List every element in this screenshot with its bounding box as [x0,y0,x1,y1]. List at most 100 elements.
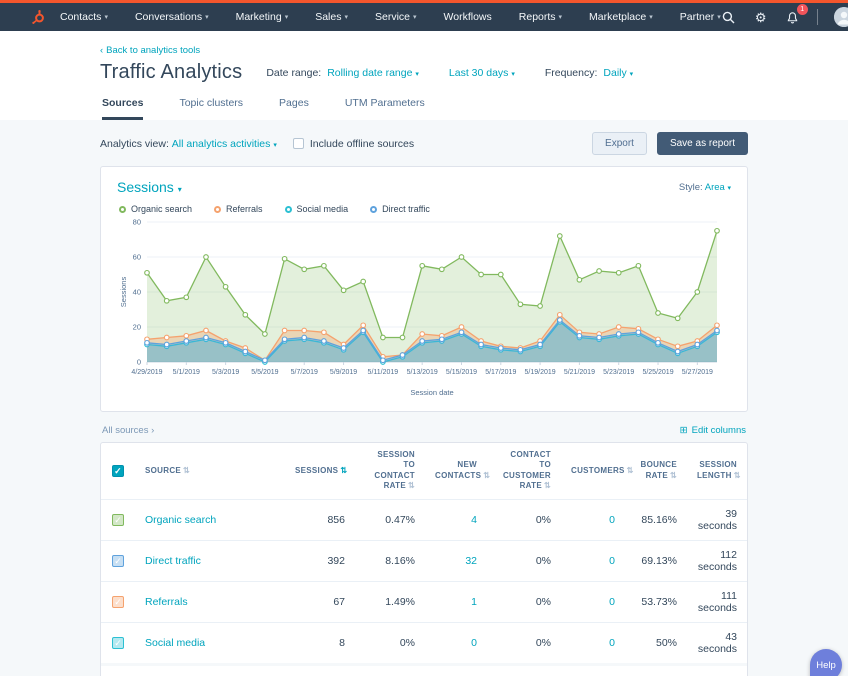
export-button[interactable]: Export [592,132,647,155]
settings-gear-icon[interactable]: ⚙ [753,9,769,25]
back-to-analytics-link[interactable]: ‹Back to analytics tools [100,45,200,56]
analytics-view-dropdown[interactable]: All analytics activities ▾ [172,138,277,150]
cell-new_contacts[interactable]: 0 [425,622,487,664]
column-header-source[interactable]: SOURCE⇅ [135,443,285,499]
frequency-dropdown[interactable]: Daily ▾ [603,67,633,79]
row-checkbox[interactable]: ✓ [112,637,124,649]
legend-item-referrals[interactable]: Referrals [214,204,263,214]
table-header-row: ✓ SOURCE⇅SESSIONS⇅SESSION TO CONTACT RATE… [101,443,747,499]
date-range-dropdown[interactable]: Rolling date range ▾ [327,67,419,79]
source-link[interactable]: Social media [145,637,205,649]
tab-utm-parameters[interactable]: UTM Parameters [345,97,425,120]
top-navigation: Contacts▾ Conversations▾ Marketing▾ Sales▾ S… [0,3,848,31]
source-link[interactable]: Organic search [145,514,216,526]
sort-icon[interactable]: ⇅ [627,466,634,475]
total-customers: 0 [561,664,625,676]
chart-metric-dropdown[interactable]: Sessions ▾ [117,179,182,195]
legend-item-direct-traffic[interactable]: Direct traffic [370,204,430,214]
nav-item-marketing[interactable]: Marketing▾ [236,11,289,23]
table-row-organic-search: ✓Organic search8560.47%40%085.16%39 seco… [101,499,747,540]
legend-item-organic-search[interactable]: Organic search [119,204,192,214]
sources-table: ✓ SOURCE⇅SESSIONS⇅SESSION TO CONTACT RATE… [101,443,747,676]
column-header-bounce-rate[interactable]: BOUNCE RATE⇅ [625,443,687,499]
all-sources-breadcrumb[interactable]: All sources › [102,425,154,436]
tab-topic-clusters[interactable]: Topic clusters [179,97,243,120]
nav-item-conversations[interactable]: Conversations▾ [135,11,209,23]
chart-legend: Organic search Referrals Social media Direc… [119,204,731,214]
sessions-chart-card: Sessions ▾ Style: Area ▾ Organic searchR… [100,166,748,412]
chart-style-dropdown[interactable]: Area ▾ [705,182,731,193]
svg-text:5/23/2019: 5/23/2019 [603,369,634,376]
svg-text:5/27/2019: 5/27/2019 [682,369,713,376]
cell-customers[interactable]: 0 [561,581,625,622]
column-header-customers[interactable]: CUSTOMERS⇅ [561,443,625,499]
tab-sources[interactable]: Sources [102,97,143,120]
nav-item-service[interactable]: Service▾ [375,11,417,23]
row-checkbox[interactable]: ✓ [112,555,124,567]
row-checkbox[interactable]: ✓ [112,596,124,608]
legend-dot-icon [119,206,126,213]
sort-icon[interactable]: ⇅ [734,471,741,480]
svg-text:60: 60 [133,253,141,262]
nav-item-workflows[interactable]: Workflows [444,11,492,23]
chevron-down-icon: ▾ [273,142,277,149]
cell-customers[interactable]: 0 [561,499,625,540]
table-total-row: Total1,3232.8%370%078.61%65 seconds [101,664,747,676]
cell-new_contacts[interactable]: 32 [425,540,487,581]
sort-icon[interactable]: ⇅ [340,466,347,475]
column-header-new-contacts[interactable]: NEW CONTACTS⇅ [425,443,487,499]
svg-text:5/19/2019: 5/19/2019 [525,369,556,376]
cell-session_length: 43 seconds [687,622,747,664]
svg-text:0: 0 [137,358,141,367]
row-checkbox[interactable]: ✓ [112,514,124,526]
tab-pages[interactable]: Pages [279,97,309,120]
sort-icon[interactable]: ⇅ [183,466,190,475]
table-row-social-media: ✓Social media80%00%050%43 seconds [101,622,747,664]
sort-icon[interactable]: ⇅ [670,471,677,480]
analytics-view-label: Analytics view: [100,138,169,150]
column-header-contact-to-customer-rate[interactable]: CONTACT TO CUSTOMER RATE⇅ [487,443,561,499]
nav-item-partner[interactable]: Partner▾ [680,11,721,23]
last-30-days-dropdown[interactable]: Last 30 days ▾ [449,67,515,79]
column-header-session-to-contact-rate[interactable]: SESSION TO CONTACT RATE⇅ [355,443,425,499]
select-all-checkbox[interactable]: ✓ [112,465,124,477]
cell-sessions: 8 [285,622,355,664]
legend-item-social-media[interactable]: Social media [285,204,349,214]
chevron-down-icon: ▾ [511,71,515,78]
save-as-report-button[interactable]: Save as report [657,132,748,155]
chevron-down-icon: ▾ [285,13,289,21]
search-icon[interactable] [721,9,737,25]
cell-customers[interactable]: 0 [561,622,625,664]
chevron-down-icon: ▾ [630,71,634,78]
include-offline-sources-checkbox[interactable] [293,138,304,149]
source-link[interactable]: Referrals [145,596,188,608]
sort-icon[interactable]: ⇅ [544,481,551,490]
source-link[interactable]: Direct traffic [145,555,201,567]
include-offline-sources-label: Include offline sources [310,138,414,150]
cell-new_contacts[interactable]: 1 [425,581,487,622]
svg-text:5/7/2019: 5/7/2019 [291,369,318,376]
total-session_to_contact_rate: 2.8% [355,664,425,676]
nav-menu: Contacts▾ Conversations▾ Marketing▾ Sales▾ S… [60,11,721,23]
nav-divider [817,9,818,25]
nav-item-contacts[interactable]: Contacts▾ [60,11,108,23]
cell-session_to_contact_rate: 0% [355,622,425,664]
nav-item-reports[interactable]: Reports▾ [519,11,562,23]
edit-columns-button[interactable]: ⊞Edit columns [680,425,746,436]
nav-item-sales[interactable]: Sales▾ [315,11,348,23]
sort-icon[interactable]: ⇅ [483,471,490,480]
help-button[interactable]: Help [810,649,842,676]
cell-contact_to_customer_rate: 0% [487,540,561,581]
table-row-referrals: ✓Referrals671.49%10%053.73%111 seconds [101,581,747,622]
user-avatar[interactable] [834,7,848,27]
sort-icon[interactable]: ⇅ [408,481,415,490]
hubspot-sprocket-logo-icon[interactable] [30,9,46,25]
notifications-bell-icon[interactable]: 1 [785,9,801,25]
column-header-session-length[interactable]: SESSION LENGTH⇅ [687,443,747,499]
cell-sessions: 856 [285,499,355,540]
cell-new_contacts[interactable]: 4 [425,499,487,540]
cell-customers[interactable]: 0 [561,540,625,581]
nav-item-marketplace[interactable]: Marketplace▾ [589,11,653,23]
column-header-sessions[interactable]: SESSIONS⇅ [285,443,355,499]
nav-utilities: ⚙ 1 [721,7,848,27]
